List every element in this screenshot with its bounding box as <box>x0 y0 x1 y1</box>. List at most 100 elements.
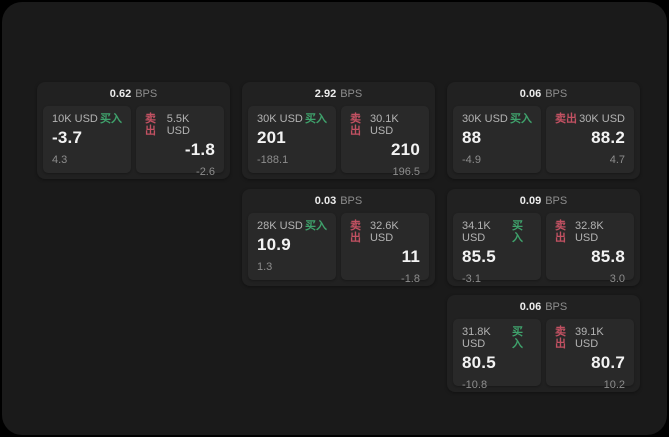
sell-amount: 30K USD <box>579 113 625 125</box>
card-header: 0.03 BPS <box>242 189 435 213</box>
card-header: 0.06 BPS <box>447 295 640 319</box>
buy-change: -3.1 <box>462 273 481 285</box>
buy-side-label: 买入 <box>512 220 524 244</box>
sell-change: -2.6 <box>196 166 215 178</box>
buy-change: -188.1 <box>257 154 289 166</box>
buy-amount: 28K USD <box>257 220 303 232</box>
bps-unit-label: BPS <box>545 300 568 313</box>
buy-side-label: 买入 <box>510 113 532 125</box>
sell-side-label: 卖出 <box>555 220 566 244</box>
sell-amount: 5.5K USD <box>166 113 190 137</box>
buy-amount: 30K USD <box>462 113 508 125</box>
quote-card: 0.62 BPS 10K USD 买入 -3.7 4.3 卖出 5.5K USD… <box>37 82 230 179</box>
sell-side-label: 卖出 <box>555 326 566 350</box>
buy-change: 4.3 <box>52 154 68 166</box>
buy-price: 80.5 <box>462 353 496 372</box>
buy-side-label: 买入 <box>305 113 327 125</box>
card-header: 0.06 BPS <box>447 82 640 106</box>
buy-tile-header: 31.8K USD 买入 <box>462 326 532 350</box>
buy-tile-header: 34.1K USD 买入 <box>462 220 532 244</box>
buy-amount: 10K USD <box>52 113 98 125</box>
card-body: 30K USD 买入 88 -4.9 卖出 30K USD 88.2 4.7 <box>447 106 640 173</box>
bps-value: 0.06 <box>519 87 542 100</box>
card-body: 28K USD 买入 10.9 1.3 卖出 32.6K USD 11 -1.8 <box>242 213 435 285</box>
buy-price: 88 <box>462 128 482 147</box>
buy-tile-header: 10K USD 买入 <box>52 113 122 125</box>
bps-value: 0.62 <box>109 87 132 100</box>
sell-tile-header: 卖出 5.5K USD <box>145 113 215 137</box>
sell-quote-tile[interactable]: 卖出 30K USD 88.2 4.7 <box>546 106 634 173</box>
buy-amount: 34.1K USD <box>462 220 491 244</box>
buy-tile-header: 28K USD 买入 <box>257 220 327 232</box>
bps-unit-label: BPS <box>340 194 363 207</box>
quote-card: 0.06 BPS 31.8K USD 买入 80.5 -10.8 卖出 39.1… <box>447 295 640 392</box>
buy-price: 201 <box>257 128 286 147</box>
card-header: 0.09 BPS <box>447 189 640 213</box>
sell-tile-header: 卖出 30K USD <box>555 113 625 125</box>
sell-amount: 32.8K USD <box>574 220 604 244</box>
card-body: 30K USD 买入 201 -188.1 卖出 30.1K USD 210 1… <box>242 106 435 178</box>
buy-side-label: 买入 <box>512 326 524 350</box>
card-body: 10K USD 买入 -3.7 4.3 卖出 5.5K USD -1.8 -2.… <box>37 106 230 178</box>
sell-quote-tile[interactable]: 卖出 32.8K USD 85.8 3.0 <box>546 213 634 285</box>
buy-tile-header: 30K USD 买入 <box>462 113 532 125</box>
sell-price: -1.8 <box>184 140 215 159</box>
card-body: 31.8K USD 买入 80.5 -10.8 卖出 39.1K USD 80.… <box>447 319 640 391</box>
quote-card: 0.09 BPS 34.1K USD 买入 85.5 -3.1 卖出 32.8K… <box>447 189 640 286</box>
sell-quote-tile[interactable]: 卖出 39.1K USD 80.7 10.2 <box>546 319 634 391</box>
buy-price: 85.5 <box>462 247 496 266</box>
sell-tile-header: 卖出 32.6K USD <box>350 220 420 244</box>
bps-unit-label: BPS <box>545 194 568 207</box>
sell-tile-header: 卖出 39.1K USD <box>555 326 625 350</box>
sell-amount: 39.1K USD <box>574 326 604 350</box>
buy-quote-tile[interactable]: 10K USD 买入 -3.7 4.3 <box>43 106 131 173</box>
buy-amount: 31.8K USD <box>462 326 491 350</box>
bps-unit-label: BPS <box>340 87 363 100</box>
quote-card: 2.92 BPS 30K USD 买入 201 -188.1 卖出 30.1K … <box>242 82 435 179</box>
quote-card: 0.03 BPS 28K USD 买入 10.9 1.3 卖出 32.6K US… <box>242 189 435 286</box>
sell-tile-header: 卖出 30.1K USD <box>350 113 420 137</box>
quote-card: 0.06 BPS 30K USD 买入 88 -4.9 卖出 30K USD 8… <box>447 82 640 179</box>
sell-price: 85.8 <box>591 247 625 266</box>
buy-price: 10.9 <box>257 235 291 254</box>
card-header: 2.92 BPS <box>242 82 435 106</box>
buy-quote-tile[interactable]: 30K USD 买入 201 -188.1 <box>248 106 336 173</box>
bps-value: 0.09 <box>519 194 542 207</box>
sell-quote-tile[interactable]: 卖出 32.6K USD 11 -1.8 <box>341 213 429 285</box>
sell-side-label: 卖出 <box>145 113 156 137</box>
buy-price: -3.7 <box>52 128 83 147</box>
sell-price: 210 <box>391 140 420 159</box>
sell-amount: 30.1K USD <box>369 113 399 137</box>
sell-tile-header: 卖出 32.8K USD <box>555 220 625 244</box>
bps-unit-label: BPS <box>135 87 158 100</box>
card-header: 0.62 BPS <box>37 82 230 106</box>
sell-price: 11 <box>401 247 420 266</box>
buy-side-label: 买入 <box>305 220 327 232</box>
buy-change: 1.3 <box>257 261 273 273</box>
sell-amount: 32.6K USD <box>369 220 399 244</box>
buy-change: -4.9 <box>462 154 481 166</box>
buy-quote-tile[interactable]: 31.8K USD 买入 80.5 -10.8 <box>453 319 541 391</box>
buy-change: -10.8 <box>462 379 488 391</box>
buy-quote-tile[interactable]: 28K USD 买入 10.9 1.3 <box>248 213 336 280</box>
sell-quote-tile[interactable]: 卖出 5.5K USD -1.8 -2.6 <box>136 106 224 178</box>
sell-quote-tile[interactable]: 卖出 30.1K USD 210 196.5 <box>341 106 429 178</box>
bps-unit-label: BPS <box>545 87 568 100</box>
sell-change: -1.8 <box>401 273 420 285</box>
card-body: 34.1K USD 买入 85.5 -3.1 卖出 32.8K USD 85.8… <box>447 213 640 285</box>
sell-price: 88.2 <box>591 128 625 147</box>
buy-amount: 30K USD <box>257 113 303 125</box>
bps-value: 2.92 <box>314 87 337 100</box>
bps-value: 0.03 <box>314 194 337 207</box>
sell-side-label: 卖出 <box>350 220 361 244</box>
buy-quote-tile[interactable]: 30K USD 买入 88 -4.9 <box>453 106 541 173</box>
sell-side-label: 卖出 <box>350 113 361 137</box>
buy-quote-tile[interactable]: 34.1K USD 买入 85.5 -3.1 <box>453 213 541 285</box>
sell-change: 4.7 <box>609 154 625 166</box>
buy-side-label: 买入 <box>100 113 122 125</box>
sell-price: 80.7 <box>591 353 625 372</box>
sell-change: 196.5 <box>392 166 420 178</box>
buy-tile-header: 30K USD 买入 <box>257 113 327 125</box>
